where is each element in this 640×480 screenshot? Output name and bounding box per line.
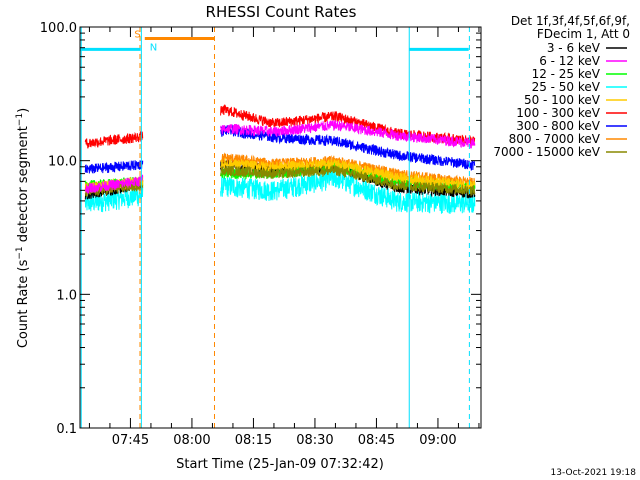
- legend: Det 1f,3f,4f,5f,6f,9f, FDecim 1, Att 0 3…: [493, 14, 630, 159]
- trace-6-12-keV-2: [220, 120, 476, 149]
- legend-label: 100 - 300 keV: [516, 106, 600, 120]
- legend-label: 800 - 7000 keV: [509, 132, 601, 146]
- trace-100-300-keV-1: [84, 131, 144, 149]
- x-tick-label: 08:30: [296, 433, 333, 448]
- x-tick-label: 08:45: [358, 433, 395, 448]
- legend-label: 25 - 50 keV: [532, 80, 601, 94]
- plot-annotations: SN: [80, 27, 470, 428]
- y-axis-label: Count Rate (s−1 detector segment−1): [15, 108, 31, 348]
- x-tick-label: 07:45: [112, 433, 149, 448]
- legend-label: 300 - 800 keV: [516, 119, 600, 133]
- x-tick-label: 08:00: [173, 433, 210, 448]
- y-axis-label-end: ): [16, 108, 31, 113]
- trace-6-12-keV-1: [84, 174, 144, 194]
- legend-label: 12 - 25 keV: [532, 67, 601, 81]
- plot-frame: [79, 26, 482, 429]
- saa-label: S: [134, 30, 140, 41]
- y-tick-label: 0.1: [56, 422, 77, 437]
- trace-300-800-keV-2: [220, 124, 476, 171]
- y-tick-label: 10.0: [48, 155, 77, 170]
- x-axis-label: Start Time (25-Jan-09 07:32:42): [176, 457, 384, 472]
- legend-label: 3 - 6 keV: [547, 41, 601, 55]
- plot-traces: [84, 103, 476, 215]
- trace-300-800-keV-1: [84, 160, 144, 174]
- chart-title: RHESSI Count Rates: [206, 3, 357, 21]
- trace-7000-15000-keV-2: [220, 165, 476, 196]
- y-axis-label-sup1: −1: [15, 246, 25, 259]
- footer-timestamp: 13-Oct-2021 19:18: [551, 468, 637, 478]
- x-tick-label: 09:00: [419, 433, 456, 448]
- x-axis: 07:45 08:00 08:15 08:30 08:45 09:00: [88, 27, 480, 448]
- y-tick-label: 100.0: [40, 21, 77, 36]
- legend-label: 50 - 100 keV: [524, 93, 601, 107]
- x-tick-label: 08:15: [235, 433, 272, 448]
- trace-100-300-keV-2: [220, 103, 476, 146]
- y-axis-label-main: Count Rate (s: [16, 259, 31, 348]
- legend-header-line1: Det 1f,3f,4f,5f,6f,9f,: [511, 14, 630, 28]
- legend-label: 6 - 12 keV: [539, 54, 601, 68]
- trace-25-50-keV-2: [220, 168, 476, 215]
- y-axis: 0.1 1.0 10.0 100.0: [40, 21, 481, 437]
- legend-header-line2: FDecim 1, Att 0: [537, 27, 630, 41]
- legend-label: 7000 - 15000 keV: [493, 145, 600, 159]
- night-label: N: [150, 43, 157, 54]
- y-tick-label: 1.0: [56, 288, 77, 303]
- y-axis-label-sup2: −1: [15, 113, 25, 126]
- y-axis-label-mid: detector segment: [16, 126, 31, 246]
